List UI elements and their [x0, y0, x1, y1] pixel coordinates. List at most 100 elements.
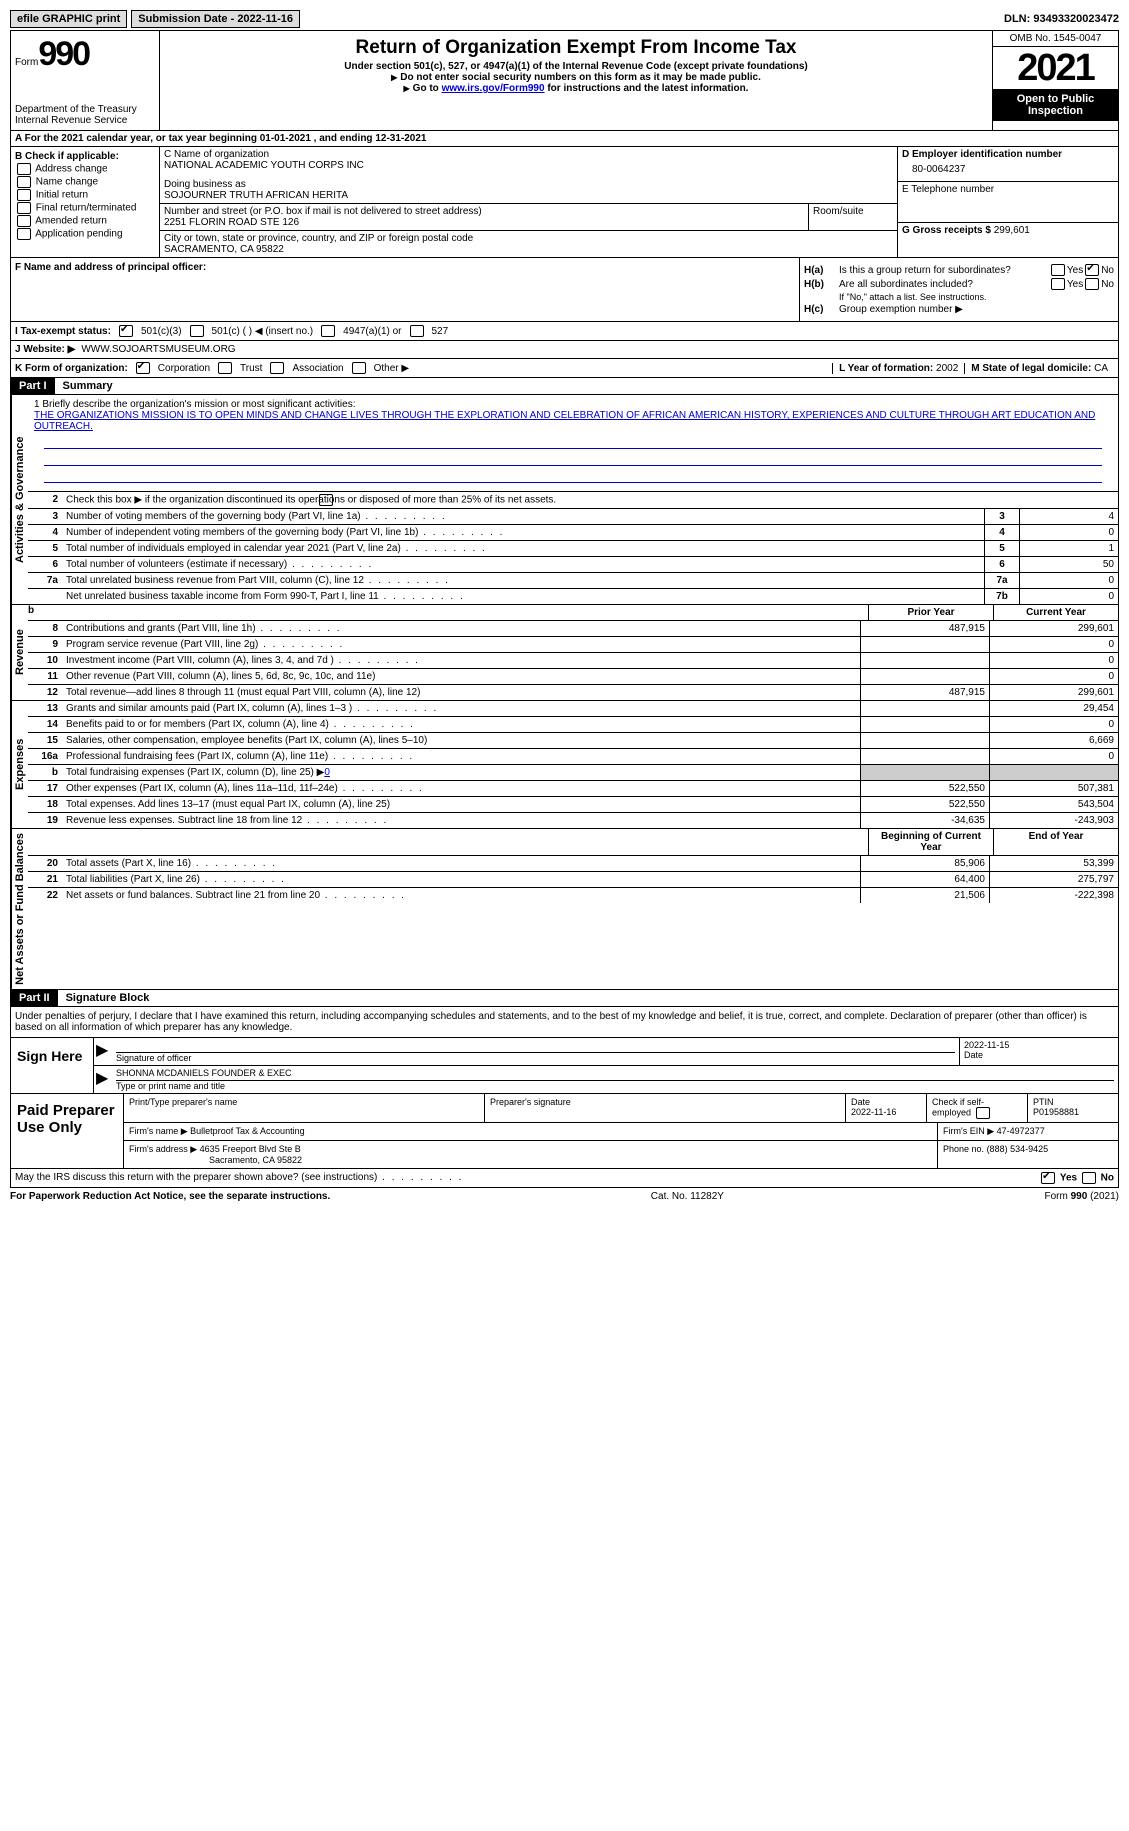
rev-header: b Prior Year Current Year: [28, 605, 1118, 621]
hb-yes[interactable]: [1051, 278, 1065, 290]
city-value: SACRAMENTO, CA 95822: [164, 244, 893, 255]
row-a-calendar: A For the 2021 calendar year, or tax yea…: [10, 131, 1119, 147]
form-title: Return of Organization Exempt From Incom…: [164, 37, 988, 59]
sig-officer-row: ▶ Signature of officer 2022-11-15Date: [94, 1038, 1118, 1066]
prep-row1: Print/Type preparer's name Preparer's si…: [124, 1094, 1118, 1123]
note-goto: Go to www.irs.gov/Form990 for instructio…: [164, 83, 988, 94]
col-c-org: C Name of organization NATIONAL ACADEMIC…: [160, 147, 897, 257]
part1-title: Summary: [55, 380, 113, 392]
col-h-group: H(a) Is this a group return for subordin…: [800, 258, 1118, 321]
cb-address-change[interactable]: Address change: [15, 163, 155, 175]
mission-text: THE ORGANIZATIONS MISSION IS TO OPEN MIN…: [34, 410, 1112, 432]
yes-label: Yes: [1067, 265, 1083, 276]
cb-initial-return[interactable]: Initial return: [15, 189, 155, 201]
page-footer: For Paperwork Reduction Act Notice, see …: [10, 1188, 1119, 1205]
street-block: Number and street (or P.O. box if mail i…: [160, 204, 897, 231]
sign-here-label: Sign Here: [11, 1038, 94, 1093]
gov-block: Activities & Governance 1 Briefly descri…: [10, 395, 1119, 605]
efile-button[interactable]: efile GRAPHIC print: [10, 10, 127, 28]
cb-final-return[interactable]: Final return/terminated: [15, 202, 155, 214]
net-block: Net Assets or Fund Balances Beginning of…: [10, 829, 1119, 990]
part2-title: Signature Block: [58, 992, 150, 1004]
firm-name: Bulletproof Tax & Accounting: [190, 1126, 304, 1136]
h-a-row: H(a) Is this a group return for subordin…: [804, 264, 1114, 276]
signature-declaration: Under penalties of perjury, I declare th…: [10, 1007, 1119, 1038]
tax-status-label: I Tax-exempt status:: [15, 326, 111, 337]
mission-label: 1 Briefly describe the organization's mi…: [34, 399, 1112, 410]
form-org-label: K Form of organization:: [15, 363, 128, 374]
ha-yes[interactable]: [1051, 264, 1065, 276]
cb-discontinued[interactable]: [319, 494, 333, 506]
phone-label: E Telephone number: [902, 184, 1114, 195]
opt-other: Other ▶: [374, 363, 409, 374]
blank-line1: [44, 436, 1102, 449]
omb-number: OMB No. 1545-0047: [993, 31, 1118, 47]
firm-ein-label: Firm's EIN ▶: [943, 1126, 994, 1136]
sig-date-label: Date: [964, 1050, 1114, 1060]
prep-sig-label: Preparer's signature: [485, 1094, 846, 1122]
city-block: City or town, state or province, country…: [160, 231, 897, 257]
line-9: 9Program service revenue (Part VIII, lin…: [28, 637, 1118, 653]
footer-left: For Paperwork Reduction Act Notice, see …: [10, 1191, 330, 1202]
line-14: 14Benefits paid to or for members (Part …: [28, 717, 1118, 733]
line-2: 2Check this box ▶ if the organization di…: [28, 492, 1118, 509]
preparer-block: Paid Preparer Use Only Print/Type prepar…: [10, 1094, 1119, 1169]
dba-label: Doing business as: [164, 179, 893, 190]
cb-self-employed[interactable]: [976, 1107, 990, 1119]
irs-label: Internal Revenue Service: [15, 115, 155, 126]
line-20: 20Total assets (Part X, line 16)85,90653…: [28, 856, 1118, 872]
may-irs-row: May the IRS discuss this return with the…: [10, 1169, 1119, 1188]
firm-addr2: Sacramento, CA 95822: [129, 1155, 302, 1165]
cb-527[interactable]: [410, 325, 424, 337]
may-irs-text: May the IRS discuss this return with the…: [15, 1172, 463, 1184]
cb-irs-yes[interactable]: [1041, 1172, 1055, 1184]
ha-no[interactable]: [1085, 264, 1099, 276]
phone-block: E Telephone number: [898, 182, 1118, 223]
cb-other[interactable]: [352, 362, 366, 374]
street-label: Number and street (or P.O. box if mail i…: [164, 206, 804, 217]
section-fh: F Name and address of principal officer:…: [10, 258, 1119, 322]
header-right: OMB No. 1545-0047 2021 Open to Public In…: [992, 31, 1118, 130]
cb-amended[interactable]: Amended return: [15, 215, 155, 227]
form-prefix: Form: [15, 57, 38, 68]
dba-name: SOJOURNER TRUTH AFRICAN HERITA: [164, 190, 893, 201]
line-6: 6Total number of volunteers (estimate if…: [28, 557, 1118, 573]
col-b-title: B Check if applicable:: [15, 151, 155, 162]
ptin-value: P01958881: [1033, 1107, 1079, 1117]
cb-application[interactable]: Application pending: [15, 228, 155, 240]
header-left: Form990 Department of the Treasury Inter…: [11, 31, 160, 130]
irs-link[interactable]: www.irs.gov/Form990: [442, 83, 545, 94]
cb-trust[interactable]: [218, 362, 232, 374]
cb-assoc[interactable]: [270, 362, 284, 374]
line-18: 18Total expenses. Add lines 13–17 (must …: [28, 797, 1118, 813]
cb-501c3[interactable]: [119, 325, 133, 337]
line-16a: 16aProfessional fundraising fees (Part I…: [28, 749, 1118, 765]
website-label: J Website: ▶: [15, 344, 75, 355]
cb-501c[interactable]: [190, 325, 204, 337]
footer-mid: Cat. No. 11282Y: [330, 1191, 1044, 1202]
officer-label: F Name and address of principal officer:: [15, 262, 206, 273]
firm-addr1: 4635 Freeport Blvd Ste B: [200, 1144, 301, 1154]
open-inspection: Open to Public Inspection: [993, 89, 1118, 121]
gross-value: 299,601: [994, 225, 1030, 236]
line-17: 17Other expenses (Part IX, column (A), l…: [28, 781, 1118, 797]
phone-label2: Phone no.: [943, 1144, 984, 1154]
cb-corp[interactable]: [136, 362, 150, 374]
submission-date: Submission Date - 2022-11-16: [131, 10, 300, 28]
dept-treasury: Department of the Treasury: [15, 104, 155, 115]
cb-irs-no[interactable]: [1082, 1172, 1096, 1184]
sig-date-val: 2022-11-15: [964, 1040, 1114, 1050]
top-bar: efile GRAPHIC print Submission Date - 20…: [10, 10, 1119, 28]
sig-name-row: ▶ SHONNA MCDANIELS FOUNDER & EXECType or…: [94, 1066, 1118, 1093]
cb-4947[interactable]: [321, 325, 335, 337]
part1-badge: Part I: [11, 378, 55, 394]
cb-name-change[interactable]: Name change: [15, 176, 155, 188]
line-19: 19Revenue less expenses. Subtract line 1…: [28, 813, 1118, 828]
line-3: 3Number of voting members of the governi…: [28, 509, 1118, 525]
firm-ein: 47-4972377: [997, 1126, 1045, 1136]
rev-label: Revenue: [11, 605, 28, 700]
hb-no[interactable]: [1085, 278, 1099, 290]
col-deg: D Employer identification number 80-0064…: [897, 147, 1118, 257]
prep-date-val: 2022-11-16: [851, 1107, 896, 1117]
signer-name-label: Type or print name and title: [116, 1081, 1114, 1091]
